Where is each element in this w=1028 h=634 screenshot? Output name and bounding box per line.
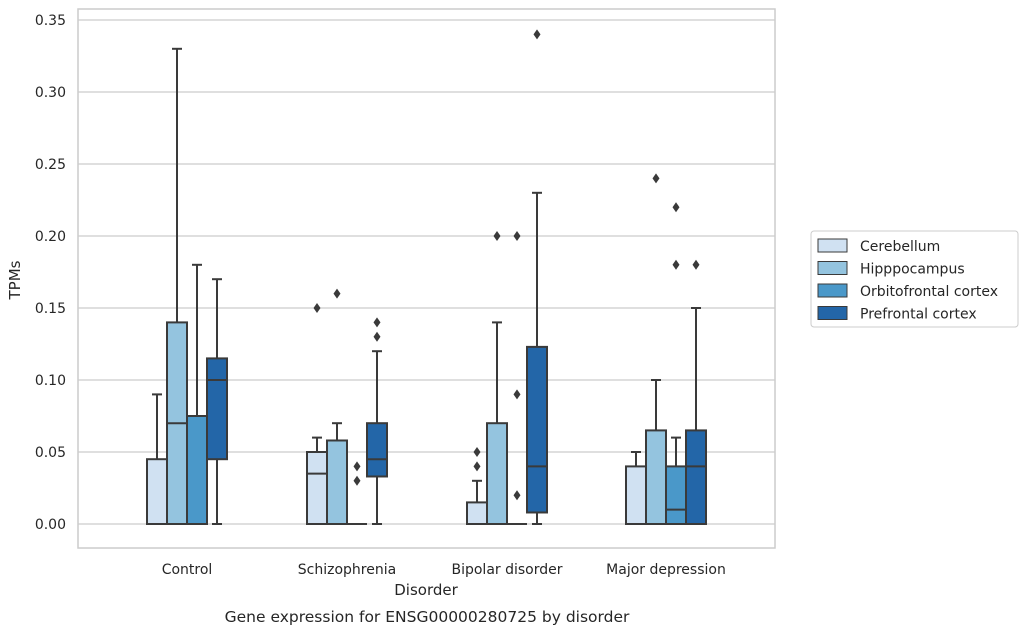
outlier-point: [493, 231, 501, 241]
box-orbitofrontal-cortex: [186, 263, 208, 525]
y-tick-label: 0.05: [35, 445, 66, 461]
box-iqr: [466, 501, 488, 525]
legend-swatch: [817, 238, 848, 253]
legend-label: Prefrontal cortex: [860, 307, 977, 323]
box-iqr: [306, 451, 328, 525]
box-iqr: [665, 465, 687, 525]
outlier-point: [692, 259, 700, 270]
outlier-point: [672, 259, 680, 270]
box-iqr: [685, 429, 707, 525]
outlier-point: [513, 389, 521, 400]
outlier-point: [333, 288, 341, 299]
y-tick-label: 0.20: [35, 229, 66, 245]
box-prefrontal-cortex: [526, 29, 548, 525]
x-axis-ticks: Control Schizophrenia Bipolar disorder Majo…: [162, 562, 726, 578]
box-hipppocampus: [326, 288, 348, 526]
y-tick-label: 0.35: [35, 13, 66, 29]
x-tick-label: Bipolar disorder: [451, 562, 562, 578]
y-tick-label: 0.15: [35, 301, 66, 317]
legend-swatch: [817, 283, 848, 298]
y-tick-label: 0.25: [35, 157, 66, 173]
legend-swatch: [817, 306, 848, 320]
outlier-point: [473, 461, 481, 472]
box-prefrontal-cortex: [366, 317, 388, 525]
outlier-point: [533, 29, 541, 40]
box-iqr: [206, 357, 228, 461]
box-iqr: [366, 422, 388, 478]
plot-frame: [77, 8, 776, 549]
x-tick-label: Schizophrenia: [298, 562, 396, 578]
box-cerebellum: [466, 447, 488, 525]
outlier-point: [373, 317, 381, 328]
x-axis-label: Disorder: [394, 581, 458, 599]
box-cerebellum: [306, 303, 328, 525]
outlier-point: [513, 490, 521, 501]
outlier-point: [313, 303, 321, 313]
outlier-point: [652, 173, 660, 184]
x-tick-label: Major depression: [606, 562, 726, 578]
box-hipppocampus: [486, 231, 508, 526]
y-tick-label: 0.10: [35, 373, 66, 389]
box-groups: [146, 29, 707, 526]
legend-swatch: [817, 261, 848, 275]
box-prefrontal-cortex: [685, 259, 707, 525]
outlier-point: [353, 461, 361, 472]
box-cerebellum: [146, 393, 168, 526]
chart-caption: Gene expression for ENSG00000280725 by d…: [225, 608, 630, 626]
box-iqr: [326, 439, 348, 526]
y-tick-label: 0.00: [35, 517, 66, 533]
box-orbitofrontal-cortex: [347, 461, 367, 525]
box-iqr: [186, 415, 208, 525]
box-iqr: [645, 429, 667, 525]
box-iqr: [486, 422, 508, 526]
outlier-point: [353, 475, 361, 486]
legend-label: Cerebellum: [860, 239, 940, 255]
legend-label: Hipppocampus: [860, 262, 965, 278]
box-hipppocampus: [645, 173, 667, 525]
box-iqr: [526, 345, 548, 514]
legend-label: Orbitofrontal cortex: [860, 284, 998, 300]
outlier-point: [373, 331, 381, 342]
x-tick-label: Control: [162, 562, 213, 578]
y-axis-ticks: 0.00 0.05 0.10 0.15 0.20 0.25 0.30 0.35: [35, 13, 66, 533]
outlier-point: [672, 202, 680, 213]
box-cerebellum: [625, 451, 647, 525]
box-orbitofrontal-cortex: [665, 202, 687, 525]
box-iqr: [146, 458, 168, 526]
legend-frame: [810, 230, 1019, 328]
box-prefrontal-cortex: [206, 278, 228, 525]
box-iqr: [625, 465, 647, 525]
outlier-point: [473, 447, 481, 457]
legend: Cerebellum Hipppocampus Orbitofrontal cort…: [810, 230, 1019, 328]
y-axis-label: TPMs: [6, 260, 24, 300]
box-orbitofrontal-cortex: [507, 231, 527, 525]
outlier-point: [513, 231, 521, 241]
y-tick-label: 0.30: [35, 85, 66, 101]
box-hipppocampus: [166, 47, 188, 525]
